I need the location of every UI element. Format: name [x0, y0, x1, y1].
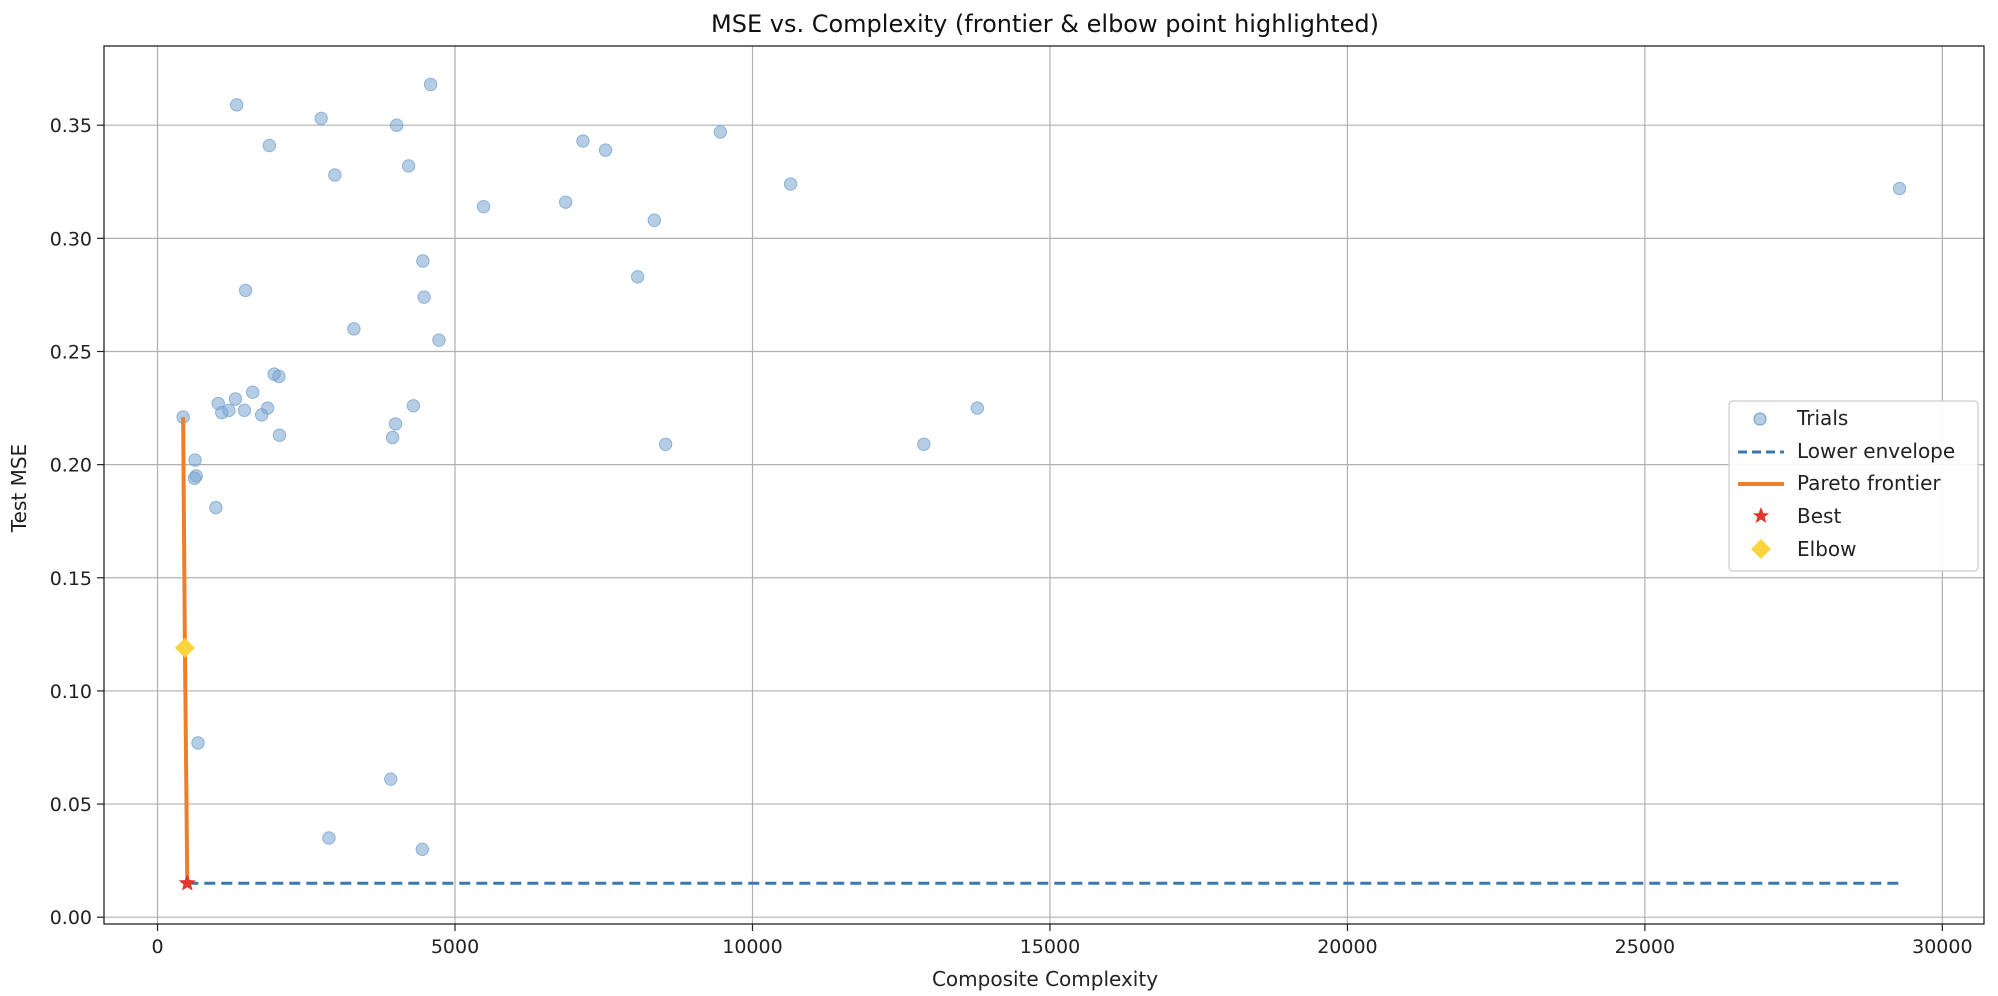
best-point: [178, 874, 196, 891]
plot-frame: [103, 45, 1985, 925]
y-tick-label: 0.25: [50, 341, 92, 363]
trial-point: [783, 177, 798, 191]
trial-point: [406, 399, 421, 413]
trial-point: [647, 213, 662, 227]
trial-point: [970, 401, 985, 415]
x-tick-label: 10000: [722, 936, 782, 958]
trial-point: [388, 417, 403, 431]
x-tick-label: 20000: [1317, 936, 1377, 958]
trial-point: [260, 401, 275, 415]
y-tick-label: 0.35: [50, 115, 92, 137]
x-tick-label: 15000: [1020, 936, 1080, 958]
trial-point: [222, 403, 236, 418]
trial-point: [188, 453, 202, 467]
trial-point: [390, 118, 404, 132]
trial-point: [476, 199, 491, 214]
trial-point: [416, 254, 430, 268]
legend-marker-trials: [1753, 412, 1767, 426]
chart-title: MSE vs. Complexity (frontier & elbow poi…: [711, 10, 1379, 38]
x-axis-label: Composite Complexity: [932, 967, 1158, 991]
legend-marker-elbow: [1751, 539, 1771, 559]
y-tick-label: 0.10: [50, 681, 92, 703]
trial-point: [401, 159, 416, 173]
trial-point: [1892, 181, 1907, 196]
legend-label-elbow: Elbow: [1797, 537, 1856, 561]
trial-point: [917, 437, 931, 451]
legend-label-lower-envelope: Lower envelope: [1797, 439, 1955, 463]
y-axis-label: Test MSE: [7, 444, 31, 533]
trial-point: [423, 77, 438, 92]
legend-marker-best: [1752, 507, 1770, 523]
trial-point: [713, 125, 728, 139]
trial-point: [209, 500, 223, 515]
legend-label-pareto-frontier: Pareto frontier: [1797, 471, 1941, 495]
y-tick-label: 0.15: [50, 568, 92, 590]
trial-point: [272, 369, 286, 384]
legend: Trials Lower envelope Pareto frontier Be…: [1728, 400, 1979, 572]
legend-frame: [1728, 400, 1979, 572]
trial-point: [328, 168, 342, 182]
legend-label-best: Best: [1797, 504, 1841, 528]
y-tick-label: 0.30: [50, 228, 92, 250]
trial-point: [322, 831, 336, 845]
trial-point: [432, 333, 446, 347]
y-tick-label: 0.20: [50, 455, 92, 477]
trial-point: [314, 111, 328, 126]
tick-layer: 0 5000 10000 15000 20000 25000 30000 0.00 0.05 0.…: [50, 115, 1973, 958]
series-layer: [174, 77, 1907, 891]
trial-point: [237, 403, 252, 418]
trial-point: [385, 430, 400, 445]
trial-point: [630, 270, 645, 284]
trial-point: [238, 283, 253, 298]
grid-layer: [104, 46, 1984, 924]
trial-point: [262, 138, 277, 153]
trial-point: [228, 392, 243, 406]
y-tick-label: 0.05: [50, 794, 92, 816]
x-tick-label: 30000: [1912, 936, 1972, 958]
trial-point: [415, 842, 429, 857]
trial-point: [191, 736, 205, 750]
legend-label-trials: Trials: [1796, 406, 1848, 430]
trial-point: [417, 290, 431, 304]
elbow-point: [174, 637, 195, 658]
trial-point: [272, 428, 287, 442]
trial-point: [384, 772, 398, 786]
trial-point: [558, 195, 573, 209]
trial-point: [576, 134, 590, 148]
x-tick-label: 25000: [1615, 936, 1675, 958]
trial-point: [347, 322, 361, 336]
x-tick-label: 0: [151, 936, 163, 958]
trial-point: [658, 437, 673, 451]
y-tick-label: 0.00: [50, 907, 92, 929]
trial-point: [598, 143, 613, 157]
trial-point: [187, 471, 202, 485]
trial-point: [246, 385, 260, 399]
x-tick-label: 5000: [431, 936, 479, 958]
trial-point: [229, 98, 244, 112]
